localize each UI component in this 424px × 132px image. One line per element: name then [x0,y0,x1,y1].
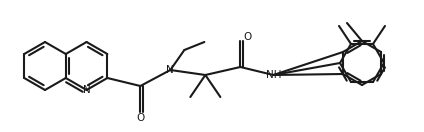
Text: N: N [167,65,174,75]
Text: O: O [243,32,251,42]
Text: N: N [83,85,90,95]
Text: NH: NH [265,70,281,80]
Text: O: O [136,113,145,123]
